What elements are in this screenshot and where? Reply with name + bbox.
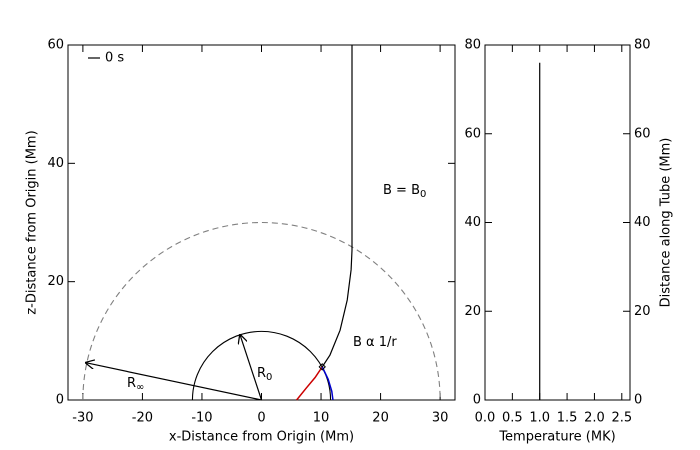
annotation-sub: ∞ [136,382,144,393]
y-tick-label: 60 [464,126,481,141]
circle-arc [82,222,441,401]
annotation-text: B α 1/r [353,335,397,350]
data-line [321,366,334,401]
x-axis-label: x-Distance from Origin (Mm) [169,430,354,445]
x-tick-label: 0.0 [475,411,496,426]
x-tick-label: 2.0 [584,411,605,426]
x-tick-label: 30 [432,411,449,426]
data-line [296,366,323,401]
x-tick-label: 1.0 [529,411,550,426]
marker [318,363,326,371]
y-tick-label: 40 [47,156,64,171]
annotation: B = B0 [383,183,426,201]
y2-tick-label: 40 [634,215,651,230]
annotation: R0 [257,366,272,384]
annotation-text: B = B [383,183,420,198]
annotation-sub: 0 [420,189,426,200]
arrow [240,335,263,401]
y2-tick-label: 20 [634,304,651,319]
y-tick-label: 20 [47,274,64,289]
y-tick-label: 80 [464,38,481,53]
x-tick-label: -20 [132,411,153,426]
y-axis-label: z-Distance from Origin (Mm) [25,130,40,314]
legend-label: 0 s [105,51,124,66]
y2-tick-label: 0 [634,393,642,408]
annotation-sub: 0 [266,372,272,383]
y2-tick-label: 80 [634,38,651,53]
x-tick-label: 1.5 [557,411,578,426]
annotation: B α 1/r [353,335,397,350]
y-tick-label: 20 [464,304,481,319]
y-tick-label: 0 [56,393,64,408]
plot-frame [67,44,456,401]
annotation-text: R [127,376,136,391]
plot-frame [484,44,631,401]
data-line [321,45,353,368]
annotation: R∞ [127,376,144,394]
x-tick-label: 2.5 [611,411,632,426]
x-tick-label: -30 [72,411,93,426]
x-tick-label: -10 [191,411,212,426]
y-tick-label: 60 [47,38,64,53]
x-tick-label: 20 [372,411,389,426]
y-tick-label: 40 [464,215,481,230]
annotation-text: R [257,366,266,381]
x-tick-label: 0 [257,411,265,426]
y-tick-label: 0 [473,393,481,408]
x-tick-label: 0.5 [502,411,523,426]
y2-tick-label: 60 [634,126,651,141]
arrow [86,363,262,401]
y2-axis-label: Distance along Tube (Mm) [659,138,674,308]
x-axis-label: Temperature (MK) [498,430,615,445]
x-tick-label: 10 [313,411,330,426]
